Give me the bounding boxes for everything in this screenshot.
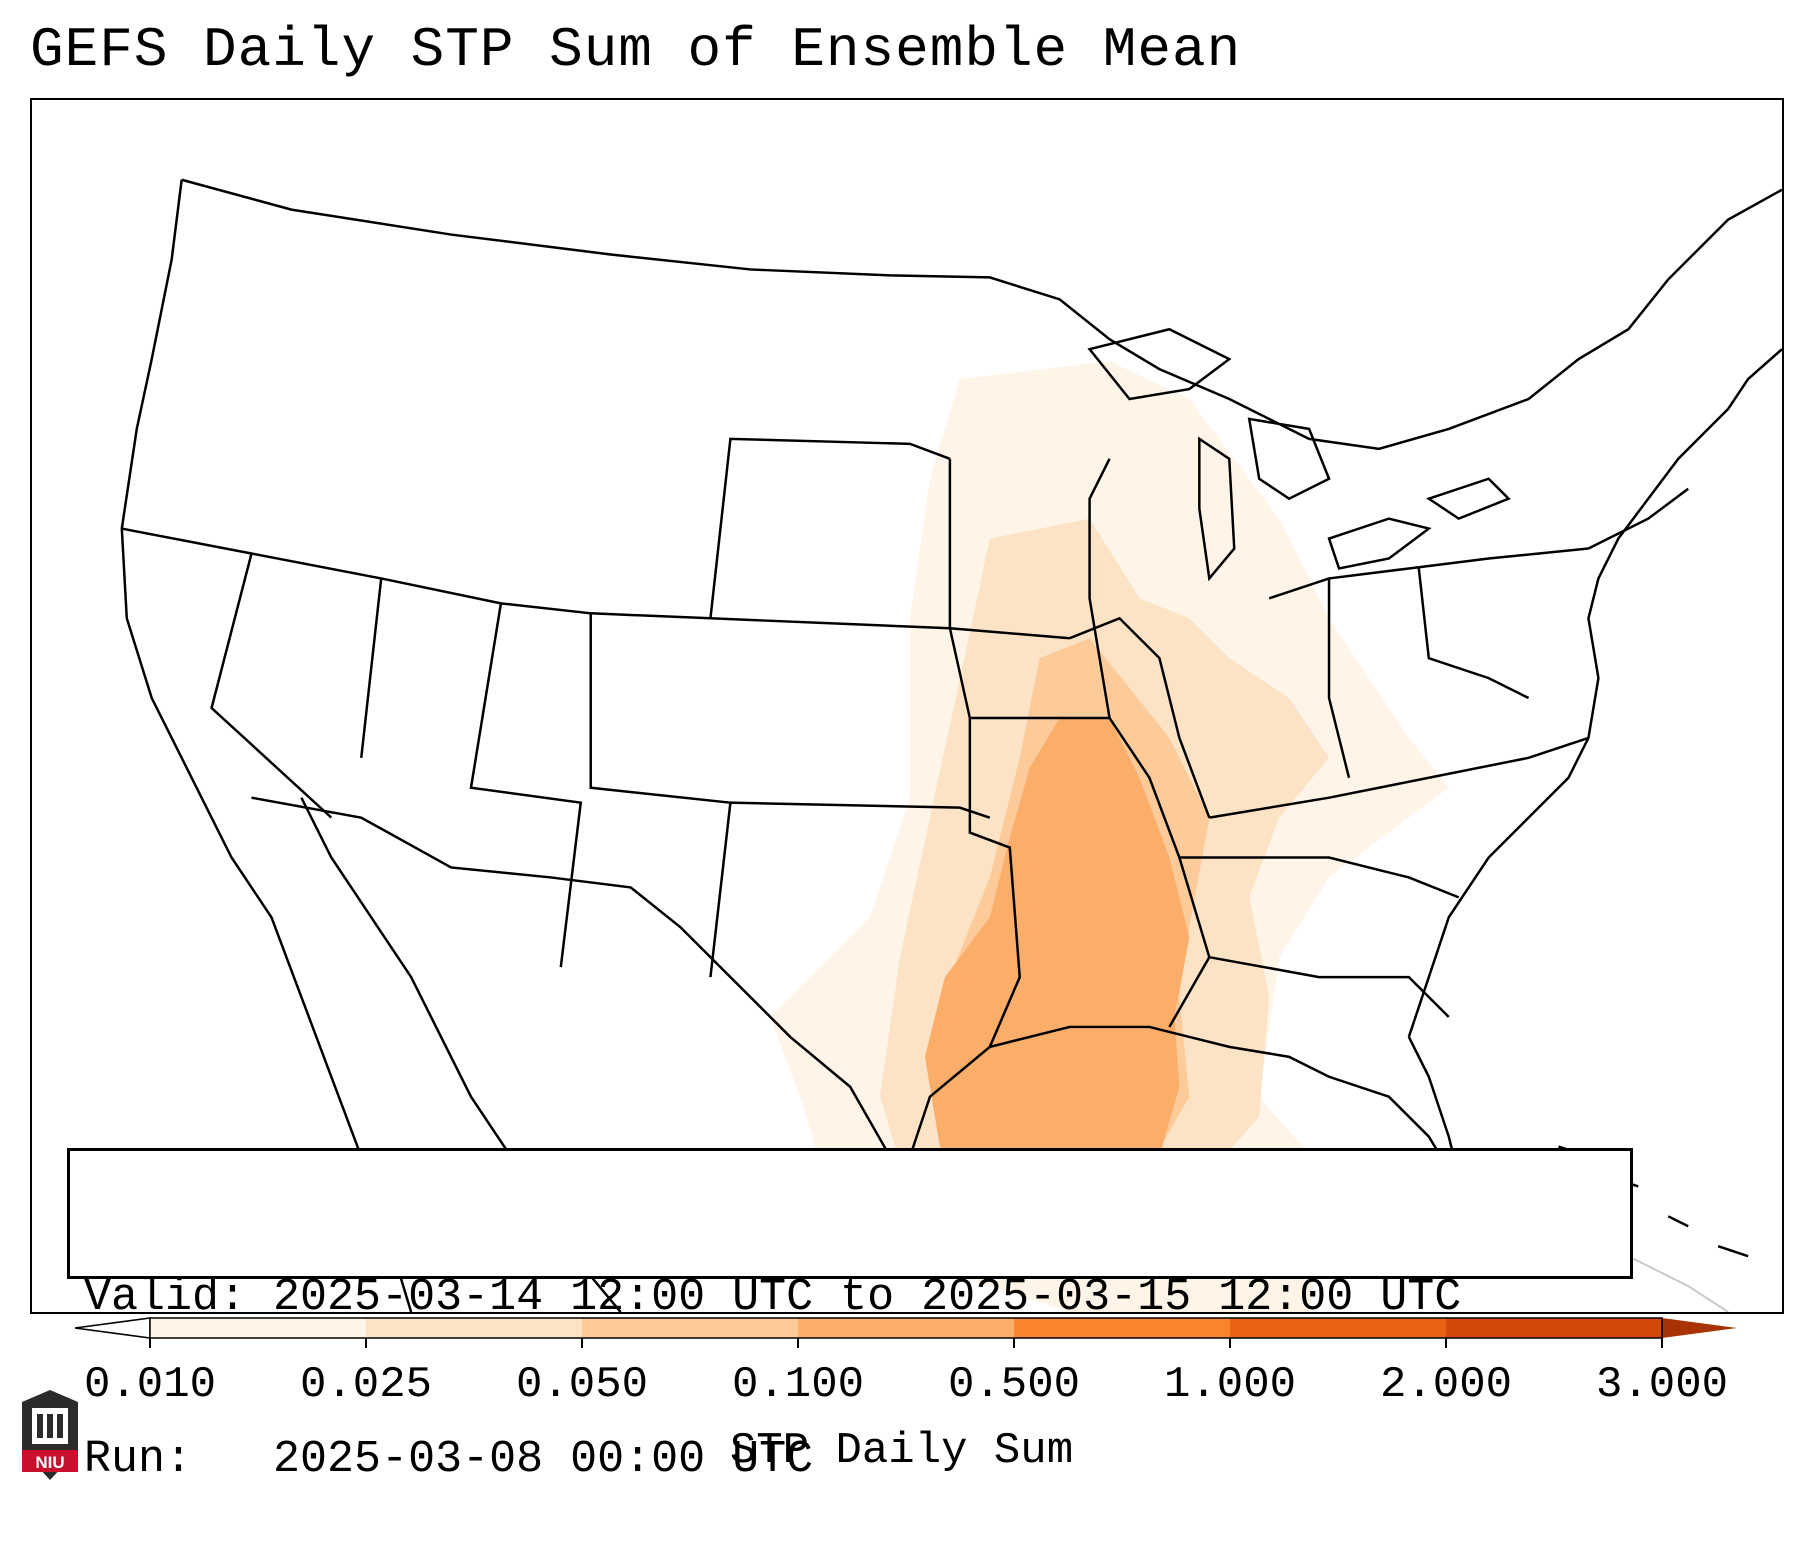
colorbar-segment [798,1318,1015,1338]
valid-label: Valid: [84,1272,247,1323]
colorbar-tick-label: 0.500 [948,1360,1080,1410]
stp-shading [770,361,1449,1312]
map-outlines [120,178,1782,1312]
colorbar-extend-low [74,1317,151,1339]
shading-level-4 [924,717,1190,1217]
valid-value: 2025-03-14 12:00 UTC to 2025-03-15 12:00… [273,1272,1462,1323]
colorbar-segment [1446,1318,1663,1338]
colorbar-tick-label: 0.025 [300,1360,432,1410]
info-box: Valid: 2025-03-14 12:00 UTC to 2025-03-1… [67,1148,1633,1485]
colorbar-segment [150,1318,367,1338]
east-coast [1407,348,1782,1038]
niu-logo-window-1 [37,1414,43,1438]
colorbar-segment [1014,1318,1231,1338]
map-title: GEFS Daily STP Sum of Ensemble Mean [30,18,1242,82]
niu-logo: NIU [22,1390,78,1480]
valid-line: Valid: 2025-03-14 12:00 UTC to 2025-03-1… [84,1271,1630,1325]
run-label: Run: [84,1434,193,1485]
run-line: Run: 2025-03-08 00:00 UTC [84,1433,1630,1487]
colorbar-label: STP Daily Sum [729,1426,1074,1476]
colorbar-segment [1230,1318,1447,1338]
state-boundaries [121,437,1689,1048]
colorbar-segment [366,1318,583,1338]
niu-logo-text: NIU [35,1453,64,1472]
niu-logo-window-3 [57,1414,63,1438]
colorbar-tick-label: 2.000 [1380,1360,1512,1410]
colorbar-tick-label: 0.010 [84,1360,216,1410]
us-mexico-border [251,796,912,1237]
niu-logo-window-2 [47,1414,53,1438]
map-canvas [120,178,1782,1312]
map-panel [30,98,1784,1314]
niu-logo-band [22,1450,78,1472]
colorbar-tick-label: 0.100 [732,1360,864,1410]
colorbar-tick-label: 1.000 [1164,1360,1296,1410]
run-value: 2025-03-08 00:00 UTC [273,1434,814,1485]
colorbar-tick-label: 3.000 [1596,1360,1728,1410]
colorbar-outline [149,1317,1663,1339]
great-lakes [1087,327,1511,582]
colorbar-tick-label: 0.050 [516,1360,648,1410]
colorbar-segment [582,1318,799,1338]
colorbar: 0.010 0.025 0.050 0.100 0.500 1.000 2.000 3.000 [74,1317,1737,1410]
colorbar-extend-high [1662,1318,1737,1338]
west-coast [120,179,413,1312]
